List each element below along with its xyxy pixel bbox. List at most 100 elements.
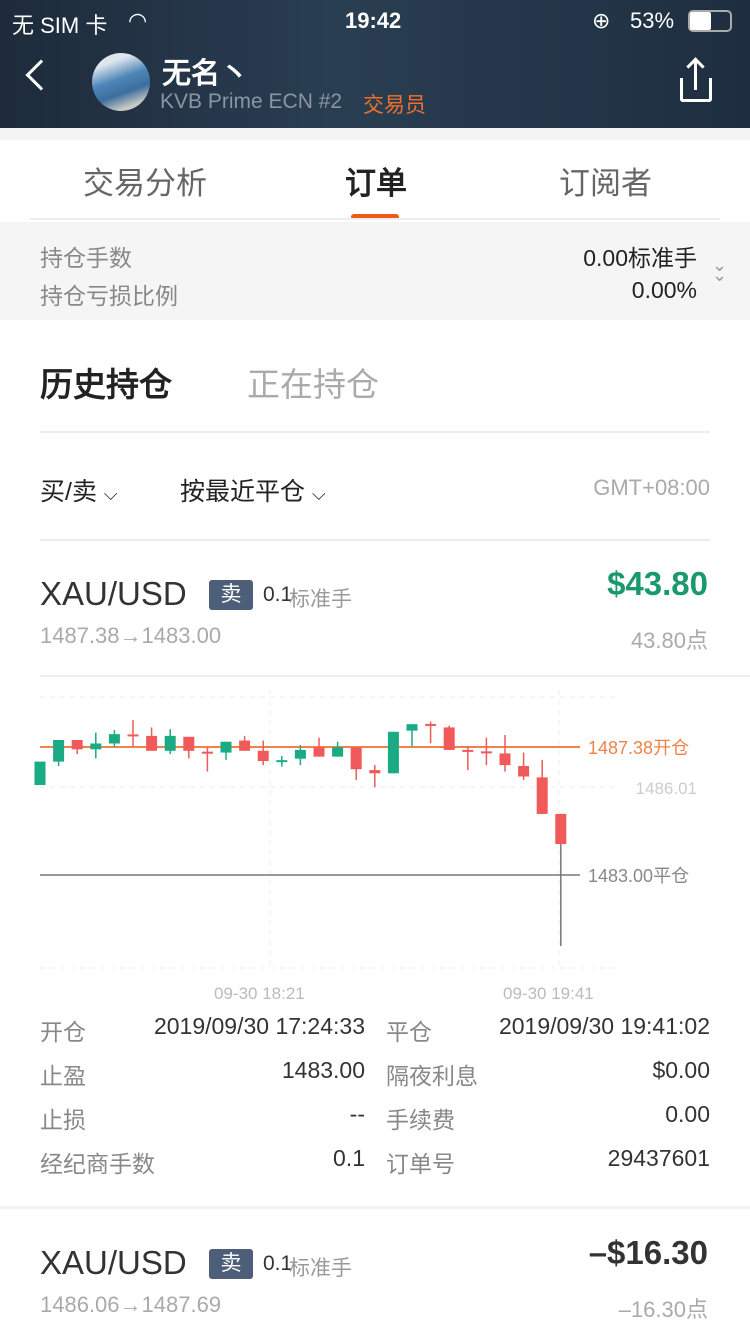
broker-lots: 0.1 (333, 1145, 365, 1171)
divider (40, 675, 750, 677)
carrier: 无 SIM 卡 (12, 13, 108, 38)
share-icon[interactable] (680, 57, 712, 102)
role-label: 交易员 (363, 94, 426, 117)
chevron-down-icon: ⌵ (311, 484, 326, 504)
pl-ratio-label: 持仓亏损比例 (40, 283, 178, 309)
candle-body (462, 749, 474, 752)
back-icon[interactable] (25, 59, 57, 91)
candle-body (71, 739, 83, 750)
candle-body (220, 741, 232, 753)
clock: 19:42 (345, 8, 402, 33)
divider (0, 1206, 750, 1209)
x-tick-label: 09-30 18:21 (214, 984, 305, 1003)
divider (40, 539, 710, 541)
swap: $0.00 (652, 1057, 710, 1083)
expand-chevron-icon[interactable]: ⌄ ⌄ (712, 255, 728, 285)
order-number-label: 订单号 (386, 1151, 455, 1177)
candle-body (276, 760, 288, 763)
candle-body (536, 777, 548, 814)
lots-value: 0.00标准手 (583, 245, 697, 271)
divider (30, 218, 720, 220)
candle-body (387, 731, 399, 774)
close-price-label: 1483.00平仓 (588, 866, 689, 886)
candle-body (350, 747, 362, 770)
spacer (0, 128, 750, 140)
open-price-label: 1487.38开仓 (588, 738, 689, 758)
avatar[interactable] (92, 53, 150, 111)
candlestick-chart: 1487.38开仓 1486.01 1483.00平仓 (34, 690, 697, 970)
tab-history-positions[interactable]: 历史持仓 (40, 366, 172, 403)
symbol: XAU/USD (40, 575, 187, 612)
timezone: GMT+08:00 (593, 475, 710, 500)
candle-body (127, 734, 139, 737)
account-name: KVB Prime ECN #2 (160, 90, 343, 113)
take-profit-label: 止盈 (40, 1063, 86, 1089)
candle-body (443, 727, 455, 750)
battery-percent: 53% (630, 8, 675, 33)
mid-price-label: 1486.01 (636, 779, 697, 798)
swap-label: 隔夜利息 (386, 1063, 478, 1089)
rotation-lock-icon: ⊕ (592, 8, 611, 33)
user-name: 无名丶 (162, 58, 250, 90)
side-filter-label: 买/卖 (40, 478, 97, 506)
sort-filter-label: 按最近平仓 (180, 478, 306, 506)
wifi-icon: ◠ (128, 8, 148, 33)
candle-body (313, 747, 325, 757)
lots: 0.1 (263, 583, 293, 606)
candle-body (406, 724, 418, 731)
summary-panel[interactable]: 持仓手数 0.00标准手 持仓亏损比例 0.00% ⌄ ⌄ (0, 222, 750, 320)
open-time: 2019/09/30 17:24:33 (153, 1013, 365, 1039)
candle-body (257, 750, 269, 762)
candle-body (53, 739, 65, 762)
lots: 0.1 (263, 1252, 293, 1275)
x-tick-label: 09-30 19:41 (503, 984, 594, 1003)
fee-label: 手续费 (386, 1107, 455, 1133)
header: 无 SIM 卡 ◠ 19:42 ⊕ 53% 无名丶 KVB Prime ECN … (0, 0, 750, 128)
lots-unit: 标准手 (289, 1257, 352, 1280)
candle-body (294, 749, 306, 759)
candle-body (90, 743, 102, 750)
chevron-down-icon: ⌵ (103, 484, 118, 504)
battery-icon (688, 10, 732, 32)
candle-body (332, 747, 344, 757)
close-time: 2019/09/30 19:41:02 (498, 1013, 710, 1039)
tab-open-positions[interactable]: 正在持仓 (247, 366, 379, 403)
tab-trade-analysis[interactable]: 交易分析 (83, 166, 207, 201)
candle-body (239, 740, 251, 751)
divider (40, 431, 710, 433)
side-badge: 卖 (209, 580, 253, 610)
open-time-label: 开仓 (40, 1019, 86, 1045)
order-number: 29437601 (607, 1145, 710, 1171)
candle-body (518, 765, 530, 777)
candle-body (108, 734, 120, 744)
lots-unit: 标准手 (289, 588, 352, 611)
candle-body (369, 770, 381, 774)
broker-lots-label: 经纪商手数 (40, 1151, 155, 1177)
profit: $43.80 (607, 565, 708, 602)
stop-loss-label: 止损 (40, 1107, 86, 1133)
candle-body (146, 735, 158, 751)
candle-body (480, 751, 492, 754)
close-time-label: 平仓 (386, 1019, 432, 1045)
candle-body (34, 761, 46, 785)
candle-body (164, 735, 176, 751)
profit: –$16.30 (588, 1234, 708, 1271)
candle-body (425, 723, 437, 726)
price-range: 1487.38→1483.00 (40, 623, 222, 648)
active-tab-indicator (351, 214, 399, 220)
sort-filter[interactable]: 按最近平仓 ⌵ (180, 472, 326, 508)
stop-loss: -- (349, 1101, 365, 1127)
candle-body (499, 753, 511, 766)
price-range: 1486.06→1487.69 (40, 1292, 222, 1317)
points: 43.80点 (630, 628, 708, 653)
candle-body (201, 751, 213, 754)
candle-body (183, 736, 195, 751)
candle-body (555, 813, 567, 845)
side-badge: 卖 (209, 1249, 253, 1279)
pl-ratio-value: 0.00% (631, 277, 697, 303)
fee: 0.00 (665, 1101, 710, 1127)
tab-orders[interactable]: 订单 (345, 166, 407, 201)
side-filter[interactable]: 买/卖 ⌵ (40, 472, 118, 508)
tab-subscribers[interactable]: 订阅者 (559, 166, 652, 201)
points: –16.30点 (618, 1297, 708, 1322)
